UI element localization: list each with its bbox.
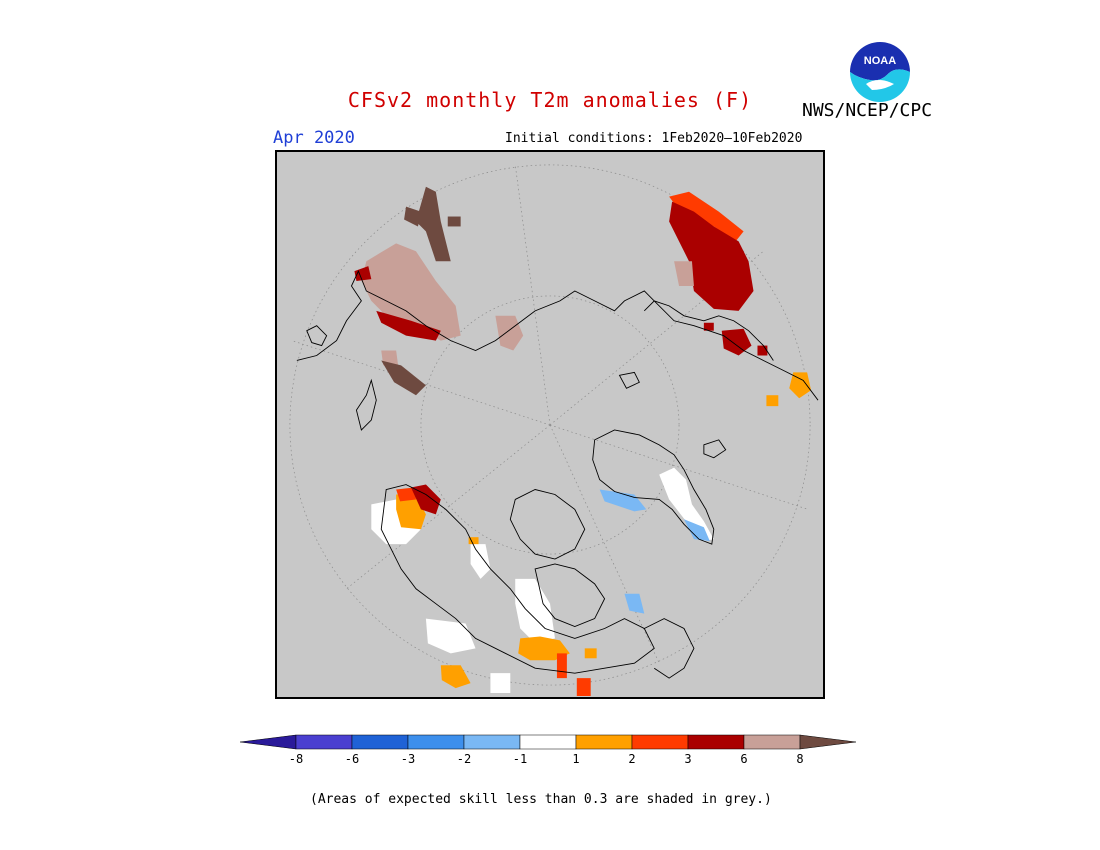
meridian-line <box>291 340 551 426</box>
anomaly-region-orange <box>766 395 779 407</box>
colorbar-block <box>743 734 801 750</box>
colorbar-tick-label: -6 <box>345 752 359 766</box>
colorbar-tick-label: 1 <box>572 752 579 766</box>
anomaly-region-orange <box>440 665 471 689</box>
initial-conditions-label: Initial conditions: 1Feb2020—10Feb2020 <box>505 131 803 146</box>
colorbar-block <box>463 734 521 750</box>
anomaly-region-lightblue <box>684 519 710 542</box>
latitude-circle-inner <box>420 295 680 555</box>
month-label: Apr 2020 <box>273 128 355 148</box>
meridian-line <box>346 424 551 590</box>
anomaly-region-orange-red <box>669 191 744 242</box>
colorbar-tick-label: 8 <box>796 752 803 766</box>
coastline-north-america <box>380 484 655 674</box>
anomaly-region-darkred <box>721 328 752 356</box>
anomaly-region-white <box>659 467 714 542</box>
anomaly-region-darkred <box>703 322 714 331</box>
coastline-japan <box>306 325 328 347</box>
anomaly-shading <box>354 186 812 697</box>
coastline-hudson-bay <box>534 563 606 627</box>
colorbar-tick-label: -1 <box>513 752 527 766</box>
chart-title: CFSv2 monthly T2m anomalies (F) <box>347 88 753 112</box>
colorbar-tick-labels: -8 -6 -3 -2 -1 1 2 3 6 8 <box>289 752 804 766</box>
anomaly-region-brown <box>447 216 461 227</box>
colorbar: -8 -6 -3 -2 -1 1 2 3 6 8 <box>240 734 857 766</box>
colorbar-blocks <box>240 734 857 750</box>
meridian-line <box>549 424 809 510</box>
anomaly-region-orange <box>584 648 597 659</box>
anomaly-region-lightblue <box>624 593 645 614</box>
colorbar-tick-label: -2 <box>457 752 471 766</box>
coastline-eurasia <box>296 270 819 401</box>
anomaly-region-brown <box>381 360 426 396</box>
anomaly-region-darkred <box>669 201 754 311</box>
colorbar-block <box>519 734 577 750</box>
anomaly-region-orange-red <box>396 487 416 502</box>
noaa-logo: NOAA <box>849 41 911 103</box>
anomaly-region-orange <box>518 636 570 661</box>
colorbar-tick-label: 2 <box>628 752 635 766</box>
coastline-canadian-archipelago <box>509 489 586 560</box>
colorbar-arrow-high <box>799 734 857 750</box>
coastline-iceland <box>703 439 727 459</box>
latitude-circle-outer <box>289 164 811 686</box>
anomaly-region-white <box>490 673 511 694</box>
colorbar-arrow-low <box>240 734 297 750</box>
agency-label: NWS/NCEP/CPC <box>802 100 933 121</box>
anomaly-region-lightblue <box>599 489 647 512</box>
coastline-scandinavia <box>643 300 774 361</box>
skill-footnote: (Areas of expected skill less than 0.3 a… <box>310 792 772 807</box>
coastline-greenland <box>592 429 715 545</box>
anomaly-region-darkred <box>354 266 372 282</box>
graticule <box>289 164 811 686</box>
anomaly-map <box>275 150 825 699</box>
anomaly-region-brown <box>404 206 421 227</box>
anomaly-region-tan <box>361 243 461 341</box>
colorbar-block <box>575 734 633 750</box>
anomaly-region-darkred <box>757 345 768 356</box>
anomaly-region-orange <box>468 537 479 545</box>
anomaly-region-brown <box>415 186 451 262</box>
logo-text: NOAA <box>864 55 896 67</box>
meridian-line <box>549 251 764 426</box>
coastline-kamchatka <box>355 378 377 431</box>
colorbar-tick-label: -3 <box>401 752 415 766</box>
colorbar-block <box>351 734 409 750</box>
colorbar-tick-label: 6 <box>740 752 747 766</box>
colorbar-block <box>295 734 353 750</box>
colorbar-tick-label: 3 <box>684 752 691 766</box>
colorbar-block <box>631 734 689 750</box>
anomaly-region-darkred <box>411 484 441 515</box>
coastline-svalbard <box>618 371 640 389</box>
anomaly-region-orange <box>789 372 812 399</box>
anomaly-region-white <box>515 578 555 644</box>
anomaly-region-white <box>425 618 476 654</box>
anomaly-region-white <box>470 544 491 579</box>
colorbar-block <box>687 734 745 750</box>
anomaly-region-orange-red <box>576 678 591 697</box>
coastline-labrador <box>644 618 695 679</box>
coastlines <box>296 270 819 679</box>
anomaly-region-orange-red <box>556 653 567 679</box>
anomaly-region-darkred <box>376 310 441 341</box>
anomaly-region-tan <box>674 261 694 287</box>
colorbar-block <box>407 734 465 750</box>
colorbar-tick-label: -8 <box>289 752 303 766</box>
